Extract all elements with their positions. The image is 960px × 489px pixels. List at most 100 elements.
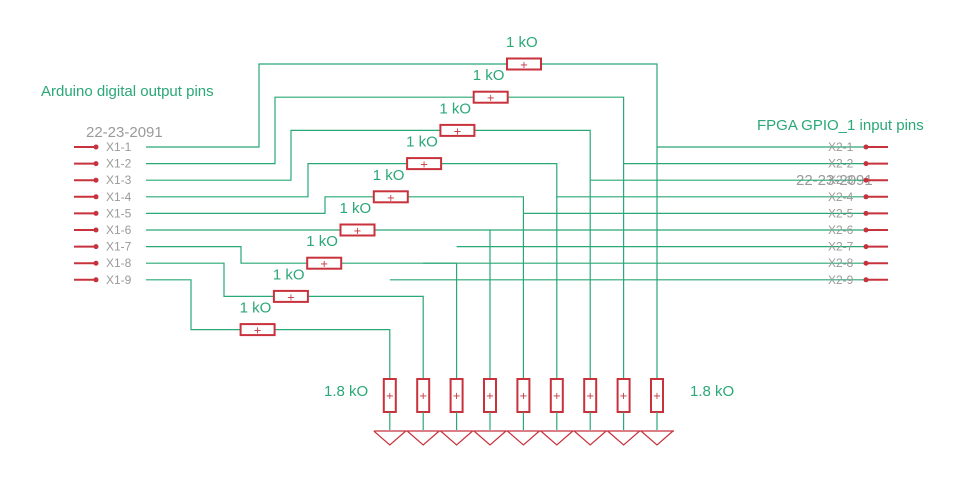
resistor-mark: + (419, 391, 427, 402)
ground-icon (440, 430, 473, 446)
series-resistor-value: 1 kO (306, 233, 338, 250)
left-pin-label: X1-8 (106, 256, 132, 270)
right-pin-label: X2-7 (828, 240, 854, 254)
left-pin: X1-9 (74, 273, 132, 287)
right-pin-label: X2-5 (828, 206, 854, 220)
left-pin: X1-8 (74, 256, 132, 270)
right-pin-label: X2-2 (828, 157, 854, 171)
series-resistor-value: 1 kO (273, 266, 305, 283)
left-pin: X1-7 (74, 240, 132, 254)
wire-net-group (146, 63, 866, 378)
ground-icon (573, 430, 607, 446)
resistor-mark: + (452, 391, 460, 402)
right-pin-label: X2-4 (828, 190, 854, 204)
right-pin: X2-9 (828, 273, 888, 287)
right-pin: X2-7 (828, 240, 888, 254)
resistor-mark: + (519, 391, 527, 402)
resistor-mark: + (487, 93, 495, 104)
right-pin-label: X2-1 (828, 140, 854, 154)
resistor-mark: + (420, 160, 428, 171)
resistor-mark: + (353, 226, 361, 237)
left-pin-label: X1-2 (106, 157, 132, 171)
series-resistor-value: 1 kO (473, 67, 505, 84)
series-resistor: +1 kO (339, 200, 376, 237)
left-pin: X1-2 (74, 157, 132, 171)
ground-icon (640, 430, 674, 446)
resistor-mark: + (387, 193, 395, 204)
ground-icon (540, 430, 574, 446)
left-pin-label: X1-7 (106, 240, 132, 254)
left-pin: X1-1 (74, 140, 132, 154)
pulldown-left-value-label: 1.8 kO (324, 383, 368, 400)
series-resistor: +1 kO (272, 266, 309, 303)
series-resistor: +1 kO (472, 67, 509, 104)
series-resistor: +1 kO (439, 100, 476, 137)
pulldown-right-value-label: 1.8 kO (690, 383, 734, 400)
pulldown-resistor-group: + + + + + + + + + (373, 378, 674, 446)
right-pin-label: X2-3 (828, 173, 854, 187)
left-pin: X1-3 (74, 173, 132, 187)
right-pin: X2-5 (828, 206, 888, 220)
resistor-mark: + (320, 259, 328, 270)
resistor-mark: + (287, 292, 295, 303)
series-resistor-group: +1 kO+1 kO+1 kO+1 kO+1 kO+1 kO+1 kO+1 kO… (239, 34, 542, 337)
resistor-mark: + (553, 391, 561, 402)
right-pin: X2-1 (828, 140, 888, 154)
resistor-mark: + (386, 391, 394, 402)
series-resistor-value: 1 kO (240, 300, 272, 317)
ground-icon (373, 430, 407, 446)
series-resistor: +1 kO (506, 34, 542, 71)
right-connector: X2-1 X2-2 X2-3 X2-4 X2-5 X2-6 X2-7 X2-8 X2-9 (828, 140, 888, 287)
right-pin: X2-8 (828, 256, 888, 270)
series-resistor: +1 kO (406, 134, 443, 171)
right-connector-title: FPGA GPIO_1 input pins (757, 117, 924, 134)
resistor-mark: + (486, 391, 494, 402)
resistor-mark: + (520, 60, 528, 71)
series-resistor-value: 1 kO (406, 134, 438, 151)
resistor-mark: + (253, 326, 261, 337)
right-pin: X2-6 (828, 223, 888, 237)
left-pin-label: X1-5 (106, 206, 132, 220)
resistor-mark: + (586, 391, 594, 402)
left-pin-label: X1-1 (106, 140, 132, 154)
left-pin: X1-5 (74, 206, 132, 220)
pulldown-resistor: + (616, 378, 631, 430)
ground-icon (507, 430, 540, 446)
ground-icon (406, 430, 440, 446)
pulldown-resistor: + (583, 378, 598, 430)
resistor-mark: + (653, 391, 661, 402)
left-pin: X1-4 (74, 190, 132, 204)
series-resistor: +1 kO (306, 233, 343, 270)
pulldown-resistor: + (483, 378, 497, 430)
series-resistor-value: 1 kO (373, 167, 405, 184)
pulldown-resistor: + (650, 378, 664, 430)
series-resistor-value: 1 kO (340, 200, 372, 217)
resistor-mark: + (453, 126, 461, 137)
pulldown-resistor: + (549, 378, 564, 430)
series-resistor-value: 1 kO (506, 34, 538, 51)
pulldown-resistor: + (449, 378, 464, 430)
pulldown-resistor: + (516, 378, 531, 430)
left-pin-label: X1-6 (106, 223, 132, 237)
resistor-mark: + (619, 391, 627, 402)
pulldown-resistor: + (416, 378, 431, 430)
left-pin-label: X1-9 (106, 273, 132, 287)
left-pin-label: X1-3 (106, 173, 132, 187)
right-pin-label: X2-9 (828, 273, 854, 287)
right-pin-label: X2-8 (828, 256, 854, 270)
right-pin: X2-2 (828, 157, 888, 171)
right-pin: X2-3 (828, 173, 888, 187)
left-connector-title: Arduino digital output pins (41, 83, 214, 100)
left-pin: X1-6 (74, 223, 132, 237)
ground-icon (473, 430, 507, 446)
series-resistor: +1 kO (372, 167, 409, 204)
right-pin-label: X2-6 (828, 223, 854, 237)
left-pin-label: X1-4 (106, 190, 132, 204)
left-connector: X1-1 X1-2 X1-3 X1-4 X1-5 X1-6 X1-7 X1-8 X1-9 (74, 140, 132, 287)
right-pin: X2-4 (828, 190, 888, 204)
ground-icon (607, 430, 640, 446)
pulldown-resistor: + (382, 378, 397, 430)
series-resistor-value: 1 kO (439, 100, 471, 117)
left-connector-part-label: 22-23-2091 (86, 124, 163, 141)
